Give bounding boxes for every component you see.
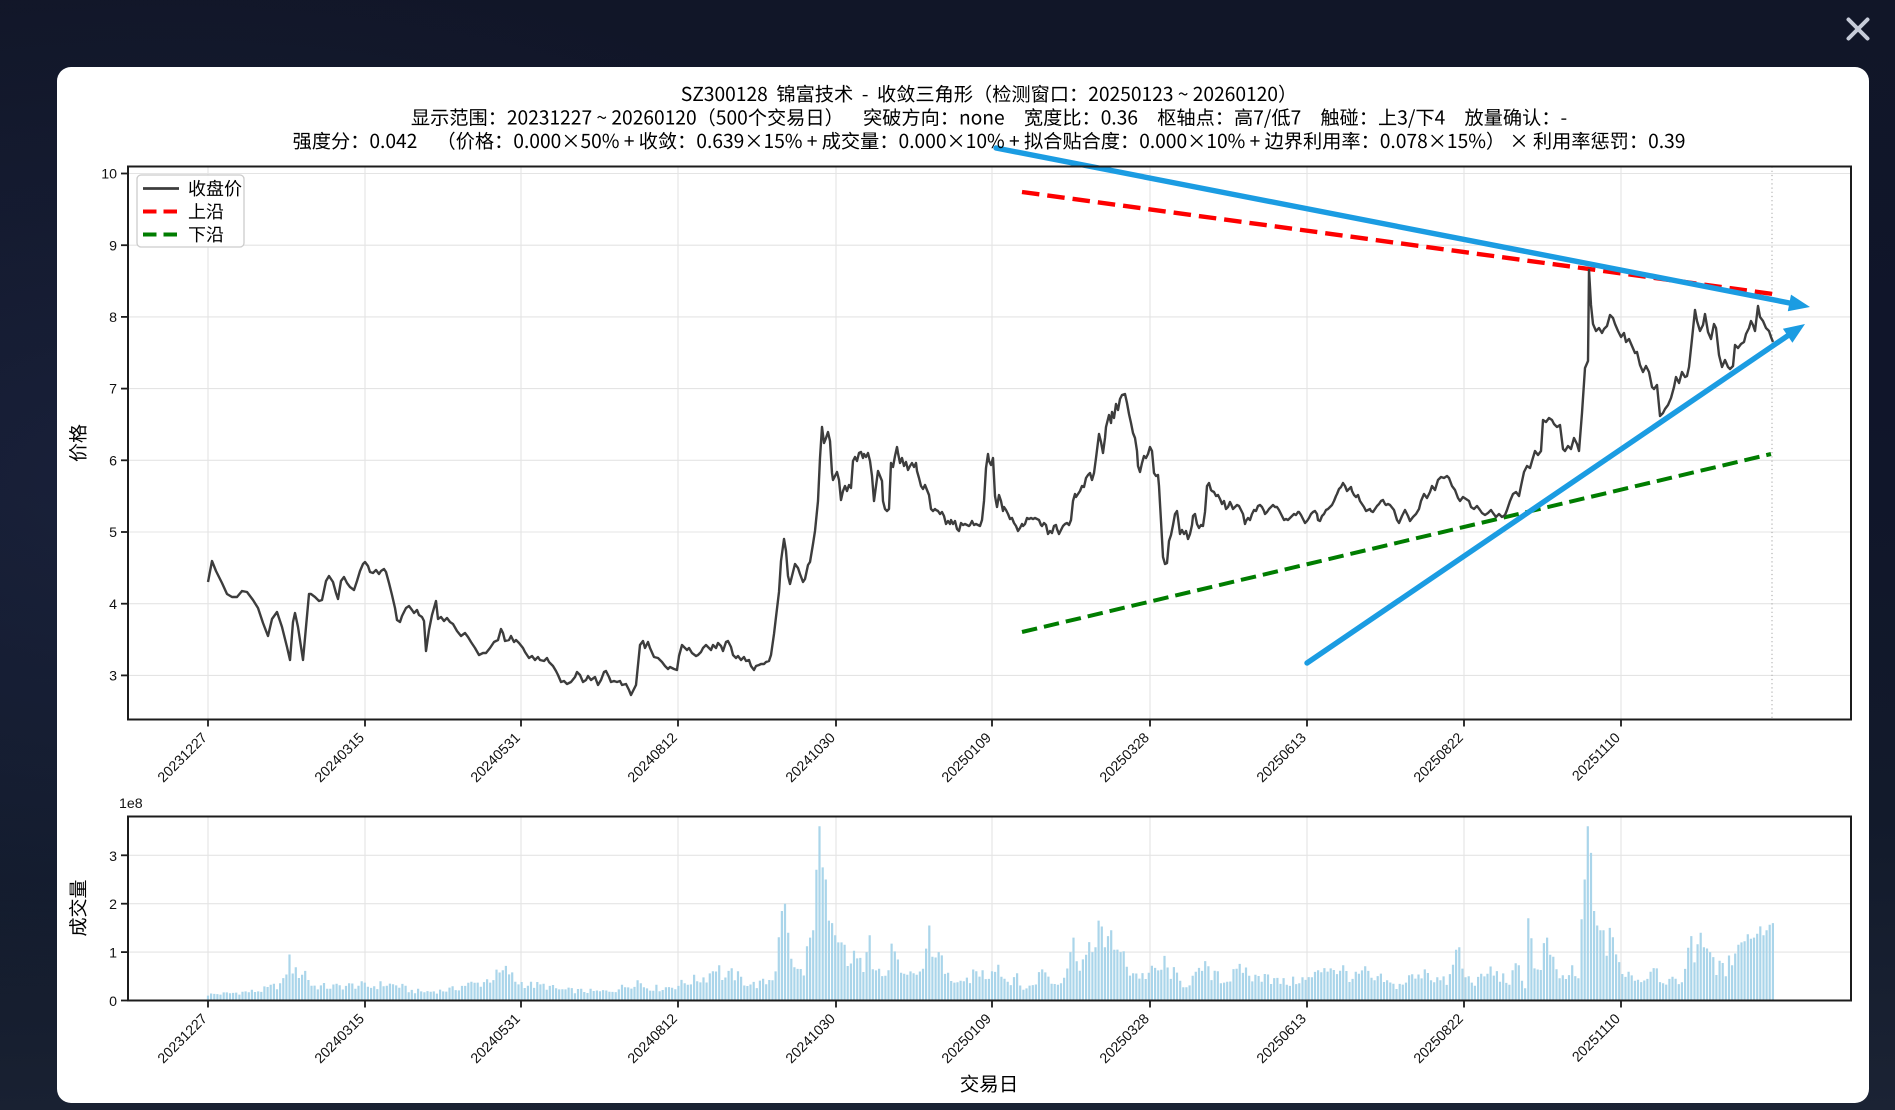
svg-text:1: 1 (109, 946, 117, 962)
svg-text:1e8: 1e8 (119, 796, 143, 812)
svg-text:6: 6 (109, 453, 117, 469)
svg-text:9: 9 (109, 238, 117, 254)
svg-text:8: 8 (109, 310, 117, 326)
svg-text:10: 10 (101, 167, 117, 183)
svg-text:3: 3 (109, 669, 117, 685)
svg-text:3: 3 (109, 849, 117, 865)
svg-text:7: 7 (109, 382, 117, 398)
svg-text:2: 2 (109, 897, 117, 913)
svg-text:4: 4 (109, 597, 117, 613)
svg-text:0: 0 (109, 994, 117, 1010)
svg-text:5: 5 (109, 525, 117, 541)
